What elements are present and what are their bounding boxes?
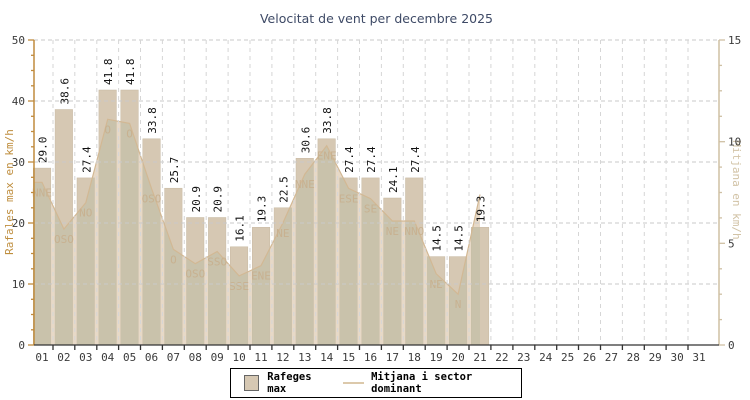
legend-line-label: Mitjana i sector dominant: [371, 371, 473, 395]
legend-bar-label: Rafeges max: [267, 371, 312, 395]
right-tick-label: 0: [728, 339, 735, 352]
x-tick-label: 07: [167, 351, 180, 364]
gust-value-label: 27.4: [343, 146, 356, 173]
sector-label: SSE: [229, 280, 249, 293]
gust-value-label: 41.8: [124, 59, 137, 86]
left-tick-label: 30: [12, 156, 25, 169]
x-tick-label: 04: [101, 351, 115, 364]
sector-label: OSO: [54, 233, 74, 246]
x-tick-label: 10: [232, 351, 245, 364]
gust-value-label: 27.4: [409, 146, 422, 173]
gust-value-label: 25.7: [168, 157, 181, 184]
sector-label: ENE: [317, 150, 337, 163]
sector-label: NE: [386, 225, 399, 238]
x-tick-label: 11: [254, 351, 267, 364]
x-tick-label: 01: [35, 351, 48, 364]
gust-value-label: 16.1: [234, 215, 247, 242]
legend-bar-swatch: [244, 375, 260, 391]
gust-value-label: 33.8: [146, 107, 159, 134]
sector-label: SSO: [207, 256, 227, 269]
sector-label: NNE: [295, 178, 315, 191]
x-tick-label: 31: [692, 351, 705, 364]
sector-label: NO: [79, 207, 92, 220]
x-tick-label: 22: [495, 351, 508, 364]
gust-value-label: 14.5: [453, 225, 466, 252]
gust-value-label: 27.4: [365, 146, 378, 173]
sector-label: NNO: [404, 225, 424, 238]
x-tick-label: 14: [320, 351, 334, 364]
x-tick-label: 02: [57, 351, 70, 364]
x-tick-label: 15: [342, 351, 355, 364]
x-tick-label: 08: [189, 351, 202, 364]
x-tick-label: 17: [386, 351, 399, 364]
sector-label: O: [104, 123, 111, 136]
x-tick-label: 19: [430, 351, 443, 364]
x-tick-label: 16: [364, 351, 377, 364]
x-tick-label: 03: [79, 351, 92, 364]
x-tick-label: 30: [670, 351, 683, 364]
x-tick-label: 28: [627, 351, 640, 364]
x-tick-label: 20: [451, 351, 464, 364]
legend-line-swatch: [343, 382, 365, 384]
x-tick-label: 27: [605, 351, 618, 364]
gust-value-label: 14.5: [431, 225, 444, 252]
x-tick-label: 18: [408, 351, 421, 364]
x-tick-label: 12: [276, 351, 289, 364]
x-tick-label: 13: [298, 351, 311, 364]
sector-label: OSO: [142, 192, 162, 205]
left-tick-label: 20: [12, 217, 25, 230]
x-tick-label: 26: [583, 351, 596, 364]
gust-value-label: 20.9: [212, 186, 225, 213]
sector-label: NNE: [32, 186, 52, 199]
x-tick-label: 23: [517, 351, 530, 364]
gust-value-label: 30.6: [299, 127, 312, 154]
chart-title: Velocitat de vent per decembre 2025: [259, 11, 494, 26]
x-tick-label: 29: [649, 351, 662, 364]
right-tick-label: 10: [728, 136, 741, 149]
left-tick-label: 40: [12, 95, 25, 108]
legend: Rafeges max Mitjana i sector dominant: [230, 368, 522, 398]
sector-label: NE: [276, 227, 289, 240]
sector-label: ESE: [339, 192, 359, 205]
sector-label: SE: [364, 203, 377, 216]
right-tick-label: 15: [728, 34, 741, 47]
sector-label: OSO: [185, 268, 205, 281]
x-tick-label: 09: [211, 351, 224, 364]
avg-area-overlap: [34, 119, 480, 345]
x-tick-label: 06: [145, 351, 158, 364]
x-tick-label: 05: [123, 351, 136, 364]
gust-value-label: 24.1: [387, 167, 400, 194]
x-tick-label: 21: [473, 351, 486, 364]
left-tick-label: 50: [12, 34, 25, 47]
gust-value-label: 33.8: [321, 107, 334, 134]
gust-value-label: 22.5: [277, 176, 290, 203]
gust-value-label: 41.8: [102, 59, 115, 86]
gust-value-label: 38.6: [58, 78, 71, 105]
x-tick-label: 24: [539, 351, 553, 364]
gust-value-label: 29.0: [37, 137, 50, 164]
gust-value-label: 20.9: [190, 186, 203, 213]
x-tick-label: 25: [561, 351, 574, 364]
left-tick-label: 0: [18, 339, 25, 352]
gust-value-label: 27.4: [80, 146, 93, 173]
left-tick-label: 10: [12, 278, 25, 291]
gust-value-label: 19.3: [256, 196, 269, 223]
right-tick-label: 5: [728, 237, 735, 250]
gust-value-label: 19.3: [475, 196, 488, 223]
sector-label: O: [126, 127, 133, 140]
sector-label: ENE: [251, 270, 271, 283]
sector-label: O: [170, 253, 177, 266]
sector-label: N: [455, 298, 462, 311]
